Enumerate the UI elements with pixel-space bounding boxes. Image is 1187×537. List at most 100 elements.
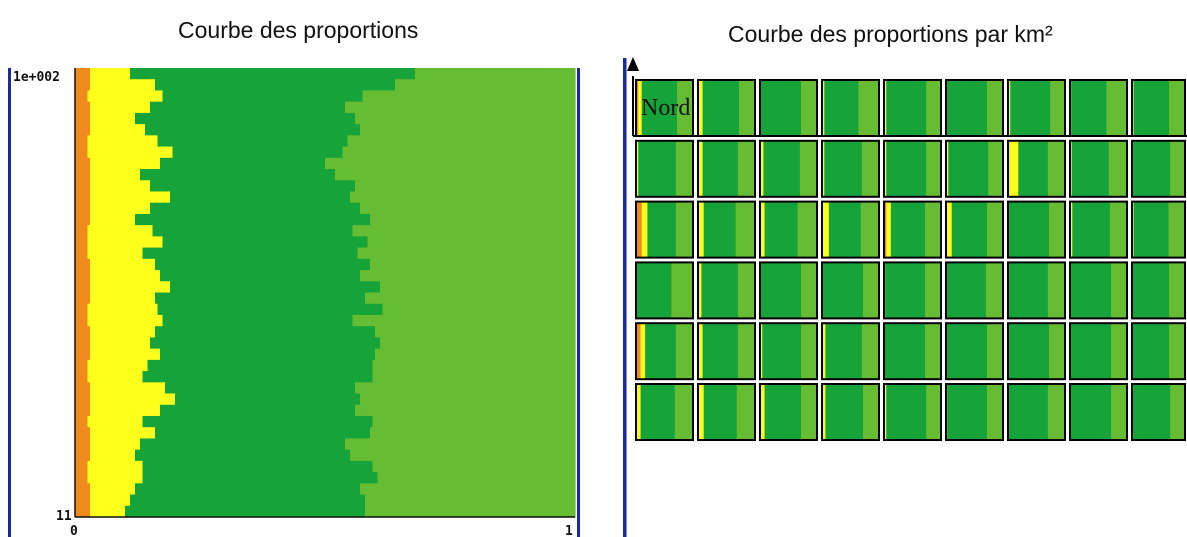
band-s3-r30 [355, 404, 576, 417]
cell-band-3 [860, 201, 880, 258]
cell-frame [821, 322, 880, 381]
band-s3-r21 [382, 303, 576, 316]
band-s3-r28 [355, 382, 576, 395]
cell-band-2 [1133, 80, 1170, 136]
cell-band-3 [988, 140, 1004, 197]
cell-frame [759, 139, 818, 198]
band-s0-r14 [75, 225, 89, 237]
band-s0-r19 [75, 281, 91, 294]
band-s2-r32 [155, 427, 371, 440]
cell-band-3 [1050, 80, 1066, 136]
cell-band-2 [824, 140, 863, 197]
band-s3-r12 [360, 202, 576, 215]
cell-frame [635, 200, 694, 259]
grid-cell-r0-c7 [1069, 79, 1128, 137]
band-s2-r5 [145, 124, 361, 136]
cell-frame [635, 383, 694, 441]
north-arrow-head [627, 57, 639, 71]
band-s1-r8 [90, 157, 161, 170]
cell-band-3 [1169, 323, 1186, 380]
band-s3-r26 [372, 359, 576, 372]
band-s2-r4 [135, 112, 356, 125]
cell-band-2 [1133, 140, 1171, 197]
cell-band-3 [925, 201, 942, 258]
cell-band-3 [925, 262, 942, 319]
band-s1-r17 [90, 258, 156, 271]
band-s1-r32 [90, 427, 156, 440]
cell-band-1 [760, 201, 765, 258]
cell-band-1 [698, 201, 705, 258]
band-s2-r16 [142, 247, 359, 260]
cell-band-2 [947, 384, 988, 440]
band-s2-r12 [150, 202, 361, 215]
cell-band-3 [737, 262, 756, 319]
cell-band-2 [703, 201, 737, 258]
band-s3-r19 [380, 281, 576, 294]
band-s1-r19 [90, 281, 171, 294]
grid-cell-r1-c1 [697, 139, 756, 198]
grid-cell-r4-c3 [821, 322, 880, 381]
cell-band-3 [801, 262, 818, 319]
band-s0-r36 [75, 472, 89, 484]
cell-frame [1069, 322, 1128, 381]
cell-band-0 [636, 201, 643, 258]
band-s0-r34 [75, 449, 91, 462]
band-s0-r27 [75, 371, 89, 383]
band-s3-r0 [415, 68, 576, 80]
cell-band-3 [1111, 262, 1128, 319]
cell-frame [883, 322, 942, 381]
band-s2-r18 [160, 270, 361, 282]
cell-band-3 [1170, 140, 1186, 197]
cell-band-2 [636, 262, 672, 319]
grid-cell-r5-c8 [1131, 383, 1186, 441]
band-s1-r28 [90, 382, 166, 395]
cell-band-1 [1070, 201, 1073, 258]
cell-band-3 [987, 384, 1004, 440]
band-s3-r6 [347, 135, 576, 148]
cell-band-2 [1072, 201, 1111, 258]
cell-band-2 [641, 80, 678, 136]
cell-band-2 [946, 323, 988, 380]
cell-band-1 [636, 384, 641, 440]
band-s0-r21 [75, 303, 89, 316]
grid-cell-r0-c1 [697, 79, 756, 137]
band-s1-r36 [87, 472, 144, 484]
band-s1-r39 [90, 505, 126, 518]
cell-frame [697, 139, 756, 198]
cell-band-0 [636, 323, 641, 380]
cell-band-2 [1071, 80, 1107, 136]
grid-cell-r4-c8 [1131, 322, 1186, 381]
band-s3-r24 [380, 337, 576, 350]
band-s1-r30 [90, 404, 161, 417]
cell-band-3 [1049, 201, 1066, 258]
cell-band-1 [760, 384, 765, 440]
cell-frame [1069, 200, 1128, 259]
band-s1-r0 [90, 68, 131, 80]
cell-band-2 [1071, 140, 1110, 197]
band-s1-r25 [90, 348, 161, 361]
x-tick-label-end: 1 [565, 524, 573, 537]
grid-cell-r1-c3 [821, 139, 880, 198]
grid-cell-r0-c0 [635, 79, 694, 137]
grid-cell-r4-c0 [635, 322, 694, 381]
cell-frame [945, 200, 1004, 259]
band-s3-r37 [360, 483, 576, 496]
cell-band-3 [1106, 80, 1128, 136]
cell-frame [1007, 261, 1066, 320]
band-s2-r28 [165, 382, 356, 395]
band-s2-r38 [130, 494, 366, 507]
cell-band-2 [762, 323, 802, 380]
band-s0-r38 [75, 494, 91, 507]
band-s2-r24 [150, 337, 381, 350]
band-s2-r21 [157, 303, 384, 316]
band-s2-r19 [170, 281, 381, 294]
cell-band-1 [884, 140, 887, 197]
cell-band-3 [1168, 201, 1186, 258]
band-s2-r27 [142, 371, 374, 383]
band-s0-r4 [75, 112, 91, 125]
band-s2-r25 [160, 348, 376, 361]
band-s0-r28 [75, 382, 91, 395]
band-s3-r13 [370, 213, 576, 226]
cell-band-3 [863, 262, 880, 319]
grid-cell-r2-c8 [1131, 200, 1186, 259]
